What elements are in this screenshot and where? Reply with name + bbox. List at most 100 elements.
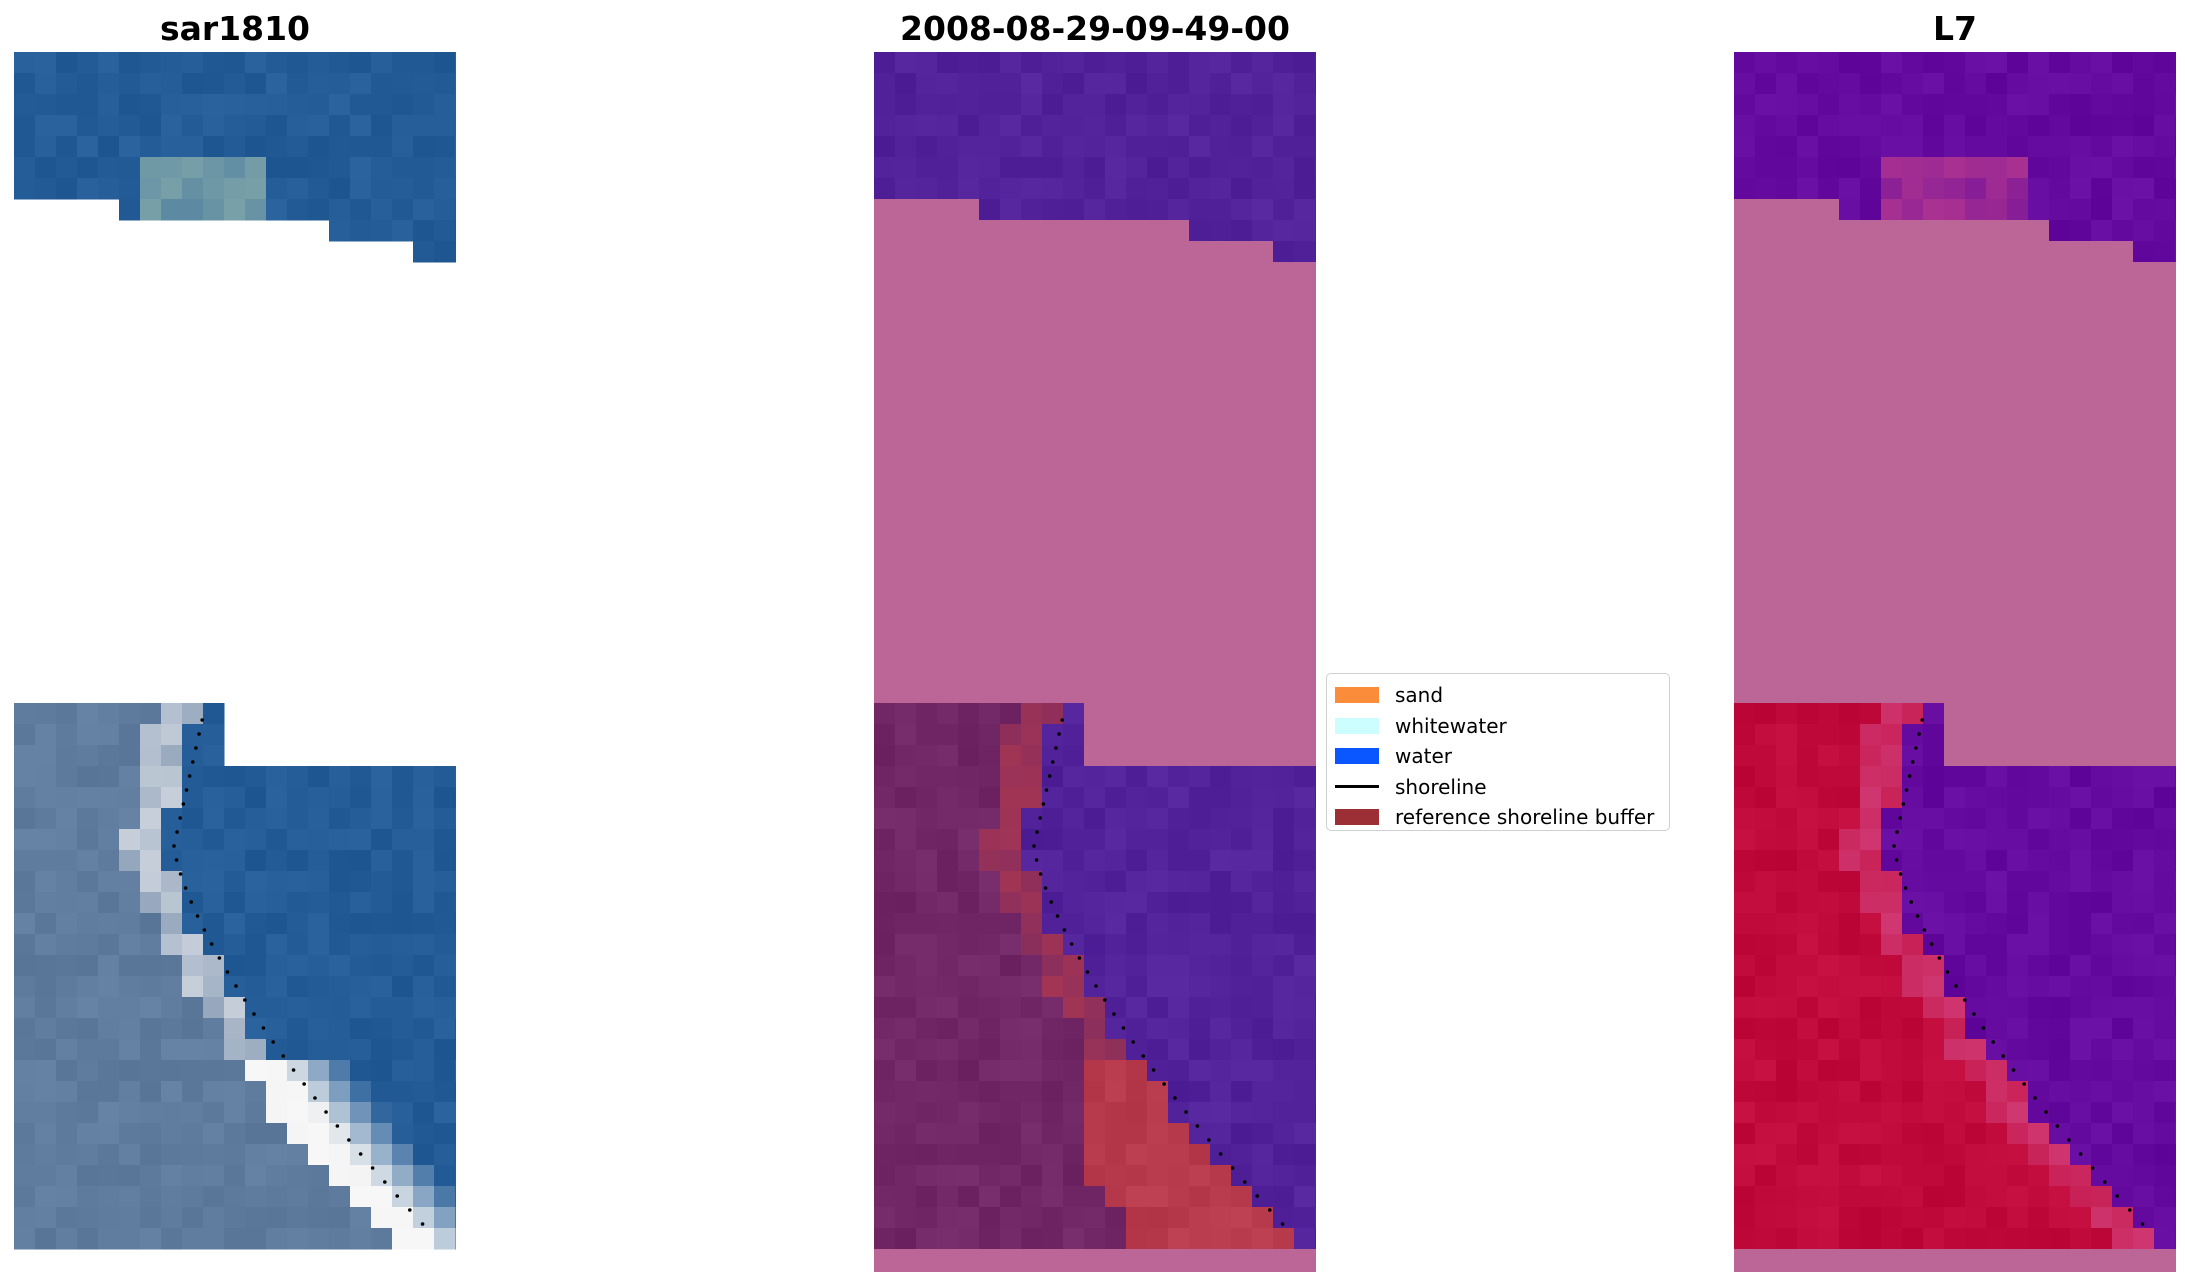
shoreline-point — [1121, 1026, 1126, 1030]
image-pixel — [119, 703, 141, 725]
image-pixel — [1797, 346, 1819, 368]
image-pixel — [958, 703, 980, 725]
image-pixel — [1231, 115, 1253, 137]
image-pixel — [1021, 283, 1043, 305]
image-pixel — [2007, 934, 2029, 956]
image-pixel — [2091, 1165, 2113, 1187]
image-pixel — [77, 724, 99, 746]
image-pixel — [958, 556, 980, 578]
image-pixel — [1210, 1081, 1232, 1103]
image-pixel — [1923, 73, 1945, 95]
image-pixel — [161, 1207, 183, 1229]
image-pixel — [1986, 598, 2008, 620]
image-pixel — [979, 73, 1001, 95]
image-pixel — [392, 73, 414, 95]
image-pixel — [1797, 1102, 1819, 1124]
image-pixel — [1126, 262, 1148, 284]
water-swatch — [1335, 748, 1379, 765]
image-pixel — [1063, 241, 1085, 263]
image-pixel — [2112, 136, 2134, 158]
image-pixel — [1042, 556, 1064, 578]
image-pixel — [2133, 913, 2155, 935]
image-pixel — [1797, 598, 1819, 620]
shoreline-point — [1991, 1040, 1996, 1044]
image-pixel — [1944, 892, 1966, 914]
image-pixel — [1923, 262, 1945, 284]
image-pixel — [1021, 997, 1043, 1019]
shoreline-point — [209, 942, 214, 946]
image-pixel — [1986, 220, 2008, 242]
shoreline-point — [1945, 970, 1950, 974]
image-pixel — [371, 94, 393, 116]
image-pixel — [1294, 472, 1316, 494]
image-pixel — [266, 850, 288, 872]
image-pixel — [895, 577, 917, 599]
image-pixel — [895, 976, 917, 998]
image-pixel — [1944, 619, 1966, 641]
image-pixel — [245, 997, 267, 1019]
image-pixel — [413, 1186, 435, 1208]
image-pixel — [2175, 346, 2176, 368]
image-pixel — [1126, 1018, 1148, 1040]
image-pixel — [1839, 220, 1861, 242]
image-pixel — [1839, 346, 1861, 368]
image-pixel — [958, 535, 980, 557]
image-pixel — [1042, 73, 1064, 95]
image-pixel — [371, 1123, 393, 1145]
image-pixel — [224, 934, 246, 956]
image-pixel — [1839, 682, 1861, 704]
image-pixel — [1902, 1249, 1924, 1271]
image-pixel — [434, 1081, 456, 1103]
image-pixel — [287, 913, 309, 935]
image-pixel — [1986, 535, 2008, 557]
image-pixel — [1189, 1207, 1211, 1229]
image-pixel — [2154, 787, 2176, 809]
image-pixel — [916, 1081, 938, 1103]
image-pixel — [182, 850, 204, 872]
image-pixel — [2154, 94, 2176, 116]
image-pixel — [937, 1186, 959, 1208]
image-pixel — [1231, 52, 1253, 74]
image-pixel — [392, 115, 414, 137]
image-pixel — [1126, 934, 1148, 956]
image-pixel — [1944, 913, 1966, 935]
image-pixel — [1944, 220, 1966, 242]
image-pixel — [2112, 115, 2134, 137]
image-pixel — [2049, 1228, 2071, 1250]
image-pixel — [14, 934, 36, 956]
image-pixel — [1231, 451, 1253, 473]
image-pixel — [350, 1186, 372, 1208]
image-pixel — [2154, 535, 2176, 557]
image-pixel — [2175, 766, 2176, 788]
image-pixel — [1042, 934, 1064, 956]
image-pixel — [308, 136, 330, 158]
image-pixel — [1755, 829, 1777, 851]
image-pixel — [1294, 157, 1316, 179]
image-pixel — [2133, 619, 2155, 641]
image-pixel — [2175, 787, 2176, 809]
image-pixel — [35, 913, 57, 935]
image-pixel — [56, 850, 78, 872]
image-pixel — [245, 934, 267, 956]
image-pixel — [874, 556, 896, 578]
image-pixel — [1315, 997, 1316, 1019]
image-pixel — [2175, 367, 2176, 389]
image-pixel — [2133, 808, 2155, 830]
image-pixel — [392, 1123, 414, 1145]
image-pixel — [1231, 409, 1253, 431]
image-pixel — [1944, 955, 1966, 977]
image-pixel — [1021, 1228, 1043, 1250]
image-pixel — [895, 955, 917, 977]
image-pixel — [56, 892, 78, 914]
image-pixel — [1755, 1249, 1777, 1271]
image-pixel — [56, 178, 78, 200]
image-pixel — [1210, 514, 1232, 536]
image-pixel — [1105, 787, 1127, 809]
image-pixel — [1147, 1165, 1169, 1187]
image-pixel — [1923, 724, 1945, 746]
image-pixel — [979, 199, 1001, 221]
image-pixel — [1315, 556, 1316, 578]
image-pixel — [1902, 724, 1924, 746]
image-pixel — [2028, 724, 2050, 746]
image-pixel — [1902, 535, 1924, 557]
